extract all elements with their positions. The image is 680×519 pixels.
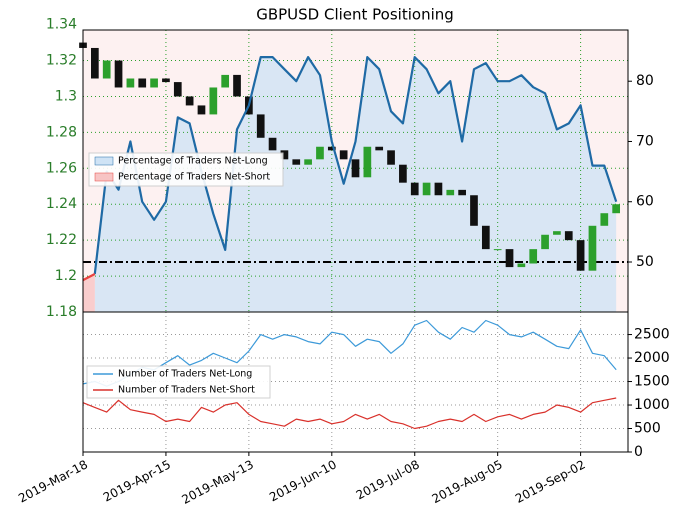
legend-label: Percentage of Traders Net-Short bbox=[118, 172, 270, 183]
candle bbox=[268, 137, 277, 151]
y-tick-label: 1.34 bbox=[46, 17, 77, 33]
candle bbox=[316, 146, 324, 160]
candle bbox=[256, 114, 265, 138]
y2-tick-label: 70 bbox=[636, 133, 654, 149]
x-tick-label: 2019-Mar-18 bbox=[16, 457, 90, 505]
chart-title: GBPUSD Client Positioning bbox=[256, 6, 454, 24]
y-tick-label: 1.32 bbox=[46, 53, 77, 69]
candle bbox=[280, 150, 289, 160]
y-tick-label: 1.22 bbox=[46, 232, 77, 248]
x-tick-label: 2019-May-13 bbox=[180, 457, 256, 506]
y-tick-label: 1.26 bbox=[46, 160, 77, 176]
y-tick-label: 1.18 bbox=[46, 304, 77, 320]
candle bbox=[553, 231, 561, 235]
x-tick-label: 2019-Sep-02 bbox=[513, 457, 588, 506]
percentage-line bbox=[82, 273, 96, 282]
candle bbox=[173, 82, 182, 97]
y-tick-label: 1.28 bbox=[46, 124, 77, 140]
legend-box bbox=[88, 152, 284, 187]
candle bbox=[339, 150, 348, 160]
y-tick-label: 1500 bbox=[634, 374, 670, 390]
y-tick-label: 1.2 bbox=[55, 268, 77, 284]
candle bbox=[126, 78, 135, 88]
percentage-line bbox=[93, 56, 618, 275]
candle bbox=[292, 159, 301, 165]
candle bbox=[470, 195, 478, 226]
candle bbox=[410, 182, 419, 196]
legend-box bbox=[86, 365, 271, 399]
candle bbox=[576, 240, 585, 271]
candle bbox=[209, 87, 218, 115]
candle bbox=[493, 249, 502, 251]
legend-swatch bbox=[94, 156, 114, 166]
y-tick-label: 1000 bbox=[634, 397, 670, 413]
candle bbox=[434, 182, 443, 196]
count-line bbox=[82, 397, 617, 430]
x-tick-label: 2019-Jun-10 bbox=[267, 457, 339, 504]
legend-label: Percentage of Traders Net-Long bbox=[118, 156, 268, 167]
candle bbox=[612, 204, 621, 214]
candle bbox=[221, 74, 230, 88]
candle bbox=[446, 189, 455, 196]
candle bbox=[162, 78, 170, 83]
candle bbox=[529, 249, 538, 264]
candle bbox=[375, 146, 384, 151]
candle bbox=[517, 263, 526, 268]
candle bbox=[114, 60, 123, 88]
y-tick-label: 500 bbox=[634, 421, 661, 437]
candle bbox=[458, 189, 466, 196]
candle bbox=[90, 47, 99, 79]
legend-label: Number of Traders Net-Long bbox=[118, 369, 252, 380]
candle bbox=[564, 231, 573, 241]
net-short-area bbox=[83, 274, 95, 312]
candle bbox=[351, 159, 360, 178]
candle bbox=[481, 225, 490, 250]
y-tick-label: 2500 bbox=[634, 327, 670, 343]
x-tick-label: 2019-Apr-15 bbox=[101, 457, 173, 504]
candle bbox=[327, 146, 336, 151]
legend-label: Number of Traders Net-Short bbox=[118, 385, 255, 396]
candle bbox=[588, 225, 597, 271]
y-tick-label: 1.3 bbox=[55, 88, 77, 104]
x-tick-label: 2019-Aug-05 bbox=[430, 457, 505, 506]
x-tick-label: 2019-Jul-08 bbox=[354, 457, 422, 502]
candle bbox=[422, 182, 431, 196]
count-line bbox=[82, 319, 617, 387]
candle bbox=[150, 78, 158, 88]
candle bbox=[233, 74, 241, 97]
candle bbox=[185, 96, 194, 106]
y-tick-label: 0 bbox=[634, 444, 643, 460]
candle bbox=[363, 146, 372, 178]
candle bbox=[197, 105, 206, 115]
candle bbox=[102, 60, 111, 79]
y2-tick-label: 80 bbox=[636, 73, 654, 89]
candle bbox=[399, 164, 407, 183]
y-tick-label: 1.24 bbox=[46, 196, 77, 212]
candle bbox=[138, 78, 147, 88]
candle bbox=[505, 249, 514, 268]
y2-tick-label: 60 bbox=[636, 194, 654, 210]
legend-swatch bbox=[94, 172, 114, 182]
candle bbox=[304, 159, 312, 165]
candle bbox=[387, 150, 395, 165]
y-tick-label: 2000 bbox=[634, 350, 670, 366]
y2-tick-label: 50 bbox=[636, 254, 654, 270]
candle bbox=[600, 213, 609, 226]
candle bbox=[541, 234, 549, 250]
